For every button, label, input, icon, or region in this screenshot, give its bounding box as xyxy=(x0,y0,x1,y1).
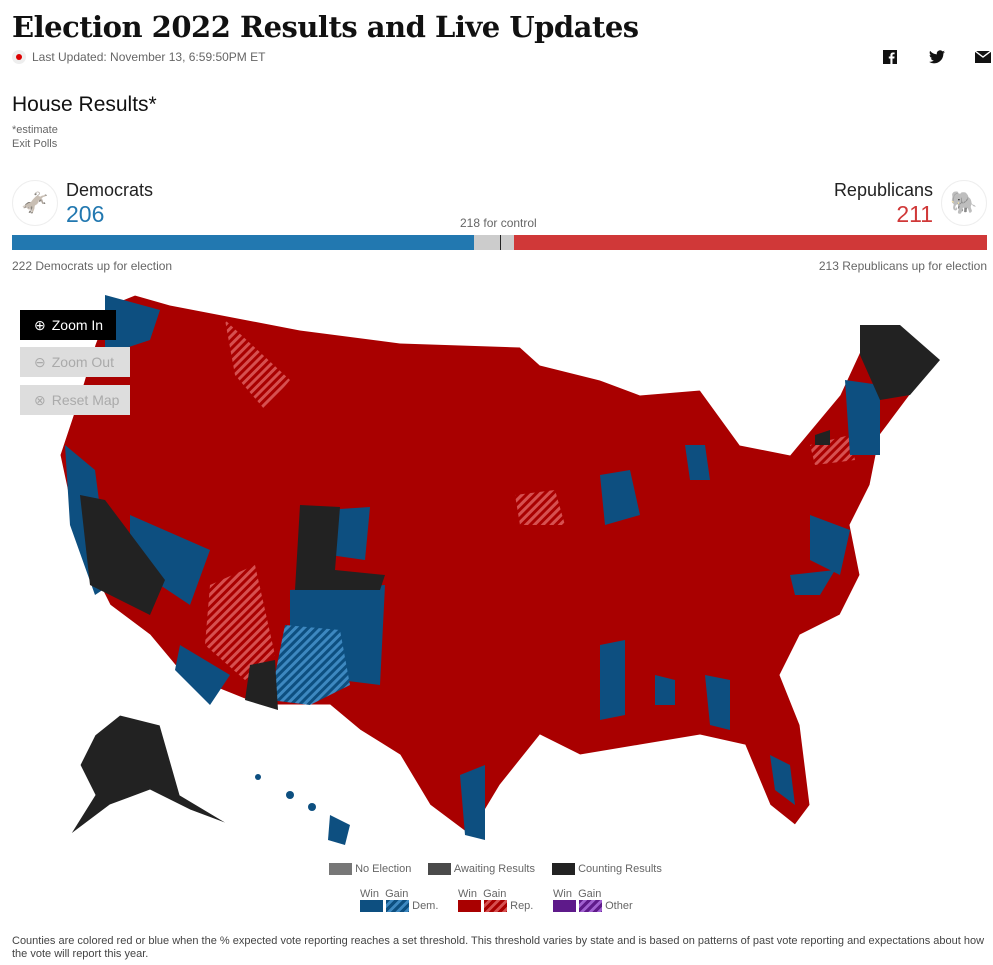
other-label: Other xyxy=(605,900,633,912)
hawaii[interactable] xyxy=(255,774,350,845)
zoom-in-icon: ⊕ xyxy=(34,316,46,333)
counting-label: Counting Results xyxy=(578,863,662,875)
last-updated-text: Last Updated: November 13, 6:59:50PM ET xyxy=(32,50,266,64)
awaiting-swatch xyxy=(428,863,452,876)
gain-rep-region xyxy=(205,320,855,680)
republicans-label: Republicans xyxy=(833,180,933,200)
awaiting-label: Awaiting Results xyxy=(453,863,535,875)
seat-bar xyxy=(12,235,987,250)
legend-other: Win Gain Other xyxy=(553,888,633,913)
zoom-out-icon: ⊖ xyxy=(34,353,46,370)
dem-win-swatch xyxy=(360,900,383,913)
section-note: *estimate Exit Polls xyxy=(12,123,58,151)
share-bar xyxy=(883,50,992,66)
democrats-label: Democrats xyxy=(66,180,154,200)
republicans-count: 211 xyxy=(896,201,933,227)
zoom-out-label: Zoom Out xyxy=(51,354,114,370)
control-label: 218 for control xyxy=(460,216,537,230)
zoom-out-button[interactable]: ⊖ Zoom Out xyxy=(20,347,130,377)
rep-seats-fill xyxy=(514,235,987,250)
legend-gain-label: Gain xyxy=(578,888,602,900)
rep-up-text: 213 Republicans up for election xyxy=(818,259,987,273)
elephant-icon: 🐘 xyxy=(941,180,987,226)
dem-seats-fill xyxy=(12,235,474,250)
legend-win-label: Win xyxy=(360,888,379,900)
estimate-note: *estimate xyxy=(12,124,58,136)
live-dot-icon xyxy=(12,50,26,64)
last-updated: Last Updated: November 13, 6:59:50PM ET xyxy=(12,50,265,64)
facebook-icon[interactable] xyxy=(883,50,899,66)
legend-gain-label: Gain xyxy=(385,888,409,900)
email-icon[interactable] xyxy=(974,50,992,66)
control-marker xyxy=(500,235,501,250)
us-map[interactable] xyxy=(0,285,993,850)
legend-gain-label: Gain xyxy=(483,888,507,900)
dem-up-text: 222 Democrats up for election xyxy=(12,259,173,273)
counting-swatch xyxy=(552,863,576,876)
dem-label: Dem. xyxy=(412,900,439,912)
dem-gain-swatch xyxy=(386,900,410,913)
page-title: Election 2022 Results and Live Updates xyxy=(12,10,639,44)
zoom-in-label: Zoom In xyxy=(51,317,104,333)
zoom-in-button[interactable]: ⊕ Zoom In xyxy=(20,310,116,340)
legend-dem: Win Gain Dem. xyxy=(360,888,439,913)
democrats-count: 206 xyxy=(66,201,105,227)
undecided-fill xyxy=(474,235,514,250)
exit-polls-link[interactable]: Exit Polls xyxy=(12,138,58,150)
rep-label: Rep. xyxy=(510,900,534,912)
section-title: House Results* xyxy=(12,93,157,116)
reset-map-button[interactable]: ⊗ Reset Map xyxy=(20,385,130,415)
donkey-icon: 🫏 xyxy=(12,180,58,226)
other-win-swatch xyxy=(553,900,576,913)
democrats-summary: 🫏 Democrats 206 xyxy=(12,180,153,228)
republicans-summary: Republicans 211 🐘 xyxy=(834,180,987,228)
legend-rep: Win Gain Rep. xyxy=(458,888,534,913)
reset-icon: ⊗ xyxy=(34,391,46,408)
legend-win-label: Win xyxy=(458,888,477,900)
gain-dem-region xyxy=(270,625,350,705)
footnote: Counties are colored red or blue when th… xyxy=(12,935,985,960)
twitter-icon[interactable] xyxy=(929,50,945,66)
rep-gain-swatch xyxy=(484,900,508,913)
no-election-swatch xyxy=(329,863,352,876)
alaska[interactable] xyxy=(69,714,231,836)
rep-win-swatch xyxy=(458,900,481,913)
legend-win-label: Win xyxy=(553,888,572,900)
other-gain-swatch xyxy=(579,900,603,913)
no-election-label: No Election xyxy=(355,863,412,875)
legend-status: No Election Awaiting Results Counting Re… xyxy=(329,863,662,876)
reset-map-label: Reset Map xyxy=(51,392,120,408)
